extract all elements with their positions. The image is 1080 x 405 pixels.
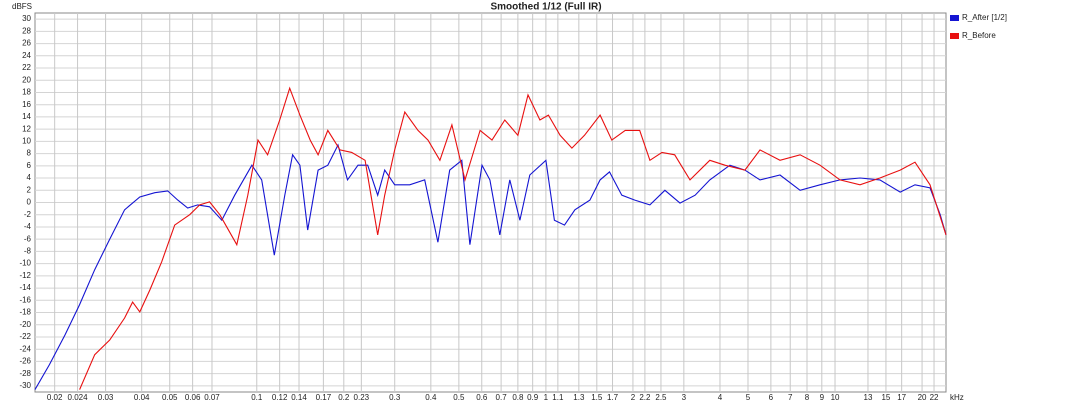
x-tick-label: 5	[746, 393, 751, 402]
y-tick-label: 30	[22, 14, 31, 23]
x-tick-label: 9	[820, 393, 825, 402]
y-tick-label: 0	[27, 198, 32, 207]
y-tick-label: -24	[19, 344, 31, 353]
series-line	[79, 86, 947, 390]
x-tick-label: 20	[918, 393, 927, 402]
legend-swatch	[950, 15, 959, 21]
x-tick-label: 7	[788, 393, 793, 402]
y-tick-label: -26	[19, 357, 31, 366]
x-tick-label: 0.8	[512, 393, 524, 402]
y-tick-label: -18	[19, 308, 31, 317]
legend-label: R_After [1/2]	[962, 13, 1007, 22]
x-tick-label: 0.23	[354, 393, 370, 402]
x-tick-label: 15	[881, 393, 890, 402]
y-tick-label: 24	[22, 51, 31, 60]
x-tick-label: 0.7	[496, 393, 508, 402]
y-tick-label: 8	[27, 149, 32, 158]
x-tick-label: 1.7	[607, 393, 619, 402]
legend: R_After [1/2] R_Before	[950, 13, 1007, 40]
chart-title: Smoothed 1/12 (Full IR)	[490, 2, 601, 13]
y-tick-label: 26	[22, 39, 31, 48]
x-tick-label: 0.9	[527, 393, 539, 402]
y-tick-label: 12	[22, 124, 31, 133]
x-tick-label: 1	[544, 393, 549, 402]
lines	[34, 86, 947, 390]
y-tick-label: -30	[19, 381, 31, 390]
y-tick-label: 14	[22, 112, 31, 121]
legend-label: R_Before	[962, 31, 996, 40]
y-tick-label: -14	[19, 283, 31, 292]
y-tick-label: -20	[19, 320, 31, 329]
y-tick-label: -12	[19, 271, 31, 280]
x-tick-label: 0.1	[251, 393, 263, 402]
grid	[35, 13, 946, 392]
x-tick-label: 8	[805, 393, 810, 402]
y-tick-label: 6	[27, 161, 32, 170]
x-tick-label: 0.024	[68, 393, 89, 402]
x-tick-label: 1.3	[573, 393, 585, 402]
y-tick-label: 28	[22, 26, 31, 35]
x-tick-label: 1.1	[552, 393, 564, 402]
x-tick-label: 0.6	[476, 393, 488, 402]
x-tick-label: 0.02	[47, 393, 63, 402]
x-tick-label: 13	[864, 393, 873, 402]
x-tick-label: 1.5	[591, 393, 603, 402]
y-tick-label: 18	[22, 88, 31, 97]
y-tick-label: -6	[24, 234, 32, 243]
x-tick-label: 0.03	[98, 393, 114, 402]
x-tick-label: 0.14	[291, 393, 307, 402]
x-tick-label: 4	[718, 393, 723, 402]
y-tick-label: 10	[22, 136, 31, 145]
y-tick-label: -4	[24, 222, 32, 231]
y-tick-label: -22	[19, 332, 31, 341]
x-tick-label: 17	[897, 393, 906, 402]
x-tick-label: 2.5	[655, 393, 667, 402]
x-tick-label: 0.2	[338, 393, 350, 402]
x-tick-label: 0.5	[453, 393, 465, 402]
y-tick-label: 20	[22, 75, 31, 84]
x-tick-label: 0.04	[134, 393, 150, 402]
x-unit-label: kHz	[950, 393, 964, 402]
x-tick-label: 3	[682, 393, 687, 402]
x-tick-label: 2	[631, 393, 636, 402]
x-tick-label: 0.06	[185, 393, 201, 402]
x-tick-label: 0.3	[389, 393, 401, 402]
x-tick-label: 6	[769, 393, 774, 402]
x-tick-label: 0.4	[425, 393, 437, 402]
series-line	[34, 143, 947, 390]
x-tick-label: 22	[930, 393, 939, 402]
x-tick-label: 0.05	[162, 393, 178, 402]
y-axis-label: dBFS	[12, 2, 32, 11]
y-tick-label: -16	[19, 295, 31, 304]
x-tick-label: 0.17	[316, 393, 332, 402]
y-tick-label: 4	[27, 173, 32, 182]
x-tick-label: 10	[831, 393, 840, 402]
x-tick-label: 0.12	[272, 393, 288, 402]
legend-swatch	[950, 33, 959, 39]
y-tick-label: 22	[22, 63, 31, 72]
y-tick-label: -10	[19, 259, 31, 268]
x-tick-label: 2.2	[639, 393, 651, 402]
y-tick-label: -8	[24, 247, 32, 256]
x-tick-label: 0.07	[204, 393, 220, 402]
y-tick-label: 2	[27, 185, 32, 194]
y-tick-label: -2	[24, 210, 32, 219]
y-tick-label: 16	[22, 100, 31, 109]
y-tick-label: -28	[19, 369, 31, 378]
